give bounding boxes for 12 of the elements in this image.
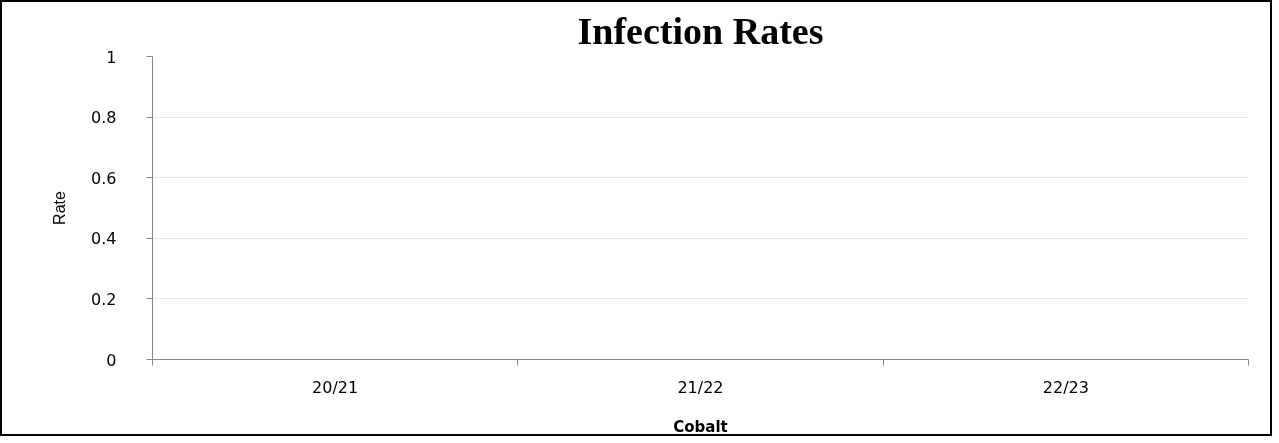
- y-tick-label: 1: [106, 47, 117, 67]
- y-tick-label: 0.8: [91, 108, 117, 128]
- x-tick-label: 21/22: [677, 377, 724, 397]
- chart-title: Infection Rates: [577, 9, 824, 52]
- x-tick-label: 20/21: [312, 377, 359, 397]
- y-tick-label: 0.6: [91, 168, 117, 188]
- x-tick-label: 22/23: [1042, 377, 1089, 397]
- y-tick-label: 0.4: [91, 229, 117, 249]
- y-axis-title: Rate: [51, 191, 69, 225]
- x-axis-title: Cobalt: [673, 417, 728, 436]
- y-tick-label: 0: [106, 350, 117, 370]
- y-tick-label: 0.2: [91, 289, 117, 309]
